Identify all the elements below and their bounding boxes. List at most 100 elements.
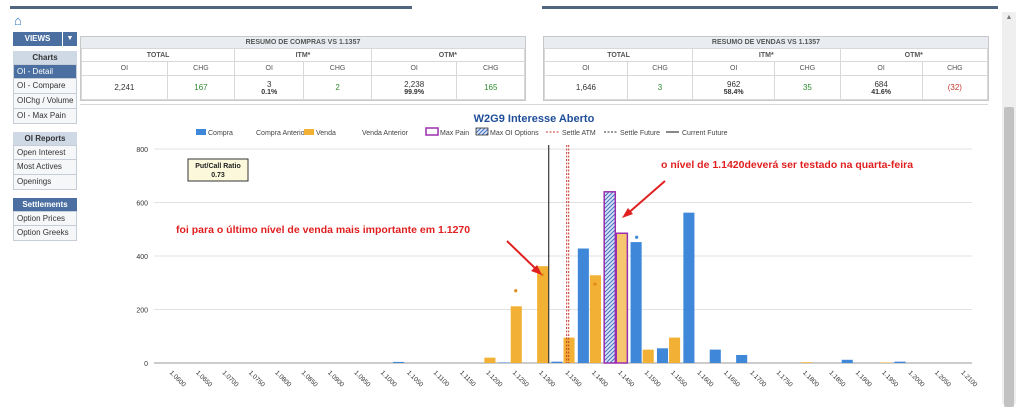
column-header: CHG xyxy=(626,61,694,76)
sidebar-item[interactable]: Option Greeks xyxy=(13,226,77,241)
sidebar-item[interactable]: OIChg / Volume xyxy=(13,94,77,109)
legend-swatch xyxy=(425,127,439,136)
column-header: OI xyxy=(370,61,458,76)
y-tick-label: 800 xyxy=(136,147,148,154)
summary-value: (32) xyxy=(921,75,989,100)
putcall-box xyxy=(187,158,249,182)
summary-value: 3 0.1% xyxy=(234,75,305,100)
x-tick-label: 1.1750 xyxy=(775,369,794,388)
annotation-arrow xyxy=(625,180,666,216)
x-tick-label: 1.1550 xyxy=(669,369,688,388)
chart-title: W2G9 Interesse Aberto xyxy=(474,113,595,125)
sidebar-item[interactable]: OI - Detail xyxy=(13,64,77,79)
home-icon[interactable]: ⌂ xyxy=(14,13,22,28)
venda-bar xyxy=(669,337,681,363)
group-header: ITM* xyxy=(234,48,372,62)
compra-anterior-point xyxy=(635,235,639,239)
x-tick-label: 1.2000 xyxy=(907,369,926,388)
legend-swatch xyxy=(475,127,489,136)
legend-label: Settle Future xyxy=(620,130,660,137)
sidebar-section-header: Charts xyxy=(13,51,77,64)
compra-bar xyxy=(656,348,669,363)
venda-bar xyxy=(615,232,629,364)
compra-bar xyxy=(894,361,906,363)
compra-bar xyxy=(841,359,853,363)
compra-bar xyxy=(551,361,563,363)
x-tick-label: 1.2050 xyxy=(933,369,952,388)
x-tick-label: 1.1900 xyxy=(854,369,873,388)
summary-value: 3 xyxy=(626,75,694,100)
compra-bar xyxy=(393,361,405,363)
x-tick-label: 1.1850 xyxy=(827,369,846,388)
compra-bar xyxy=(683,212,695,363)
column-header: CHG xyxy=(921,61,989,76)
column-header: CHG xyxy=(303,61,372,76)
sidebar-item[interactable]: Option Prices xyxy=(13,211,77,226)
compra-bar xyxy=(577,248,589,363)
group-header: OTM* xyxy=(370,48,526,62)
venda-bar xyxy=(563,337,575,363)
legend-label: Max OI Options xyxy=(490,130,539,137)
sidebar-item[interactable]: Most Actives xyxy=(13,160,77,175)
sidebar-item[interactable]: Open Interest xyxy=(13,145,77,160)
y-tick-label: 400 xyxy=(136,254,148,261)
x-tick-label: 1.1250 xyxy=(511,369,530,388)
chevron-down-icon[interactable]: ▼ xyxy=(63,32,77,46)
summary-value: 2,241 xyxy=(81,75,168,100)
views-button[interactable]: VIEWS xyxy=(13,32,62,46)
sidebar-item[interactable]: Openings xyxy=(13,175,77,190)
vendas-summary: RESUMO DE VENDAS VS 1.1357 TOTAL ITM* OTM*… xyxy=(543,36,989,101)
column-header: OI xyxy=(544,61,628,76)
x-tick-label: 1.0900 xyxy=(326,369,345,388)
x-tick-label: 1.1150 xyxy=(458,369,477,388)
top-bar xyxy=(10,0,998,12)
views-control: VIEWS ▼ xyxy=(13,32,77,46)
summary-value: 167 xyxy=(166,75,236,100)
summary-value: 962 58.4% xyxy=(692,75,776,100)
summary-value: 684 41.6% xyxy=(839,75,923,100)
scrollbar-thumb[interactable] xyxy=(1004,107,1014,407)
group-header: TOTAL xyxy=(80,48,236,62)
x-tick-label: 1.1350 xyxy=(564,369,583,388)
y-tick-label: 200 xyxy=(136,308,148,315)
x-tick-label: 1.0800 xyxy=(273,369,292,388)
annotation-text: o nível de 1.1420deverá ser testado na q… xyxy=(661,159,913,171)
x-tick-label: 1.1050 xyxy=(405,369,424,388)
x-tick-label: 1.1000 xyxy=(379,369,398,388)
column-header: OI xyxy=(839,61,923,76)
annotation-text: foi para o último nível de venda mais im… xyxy=(176,224,470,236)
venda-anterior-point xyxy=(593,282,597,286)
compra-bar xyxy=(736,354,748,363)
x-tick-label: 1.1950 xyxy=(880,369,899,388)
column-header: OI xyxy=(692,61,776,76)
legend-label: Current Future xyxy=(682,130,728,137)
oi-chart: W2G9 Interesse Aberto Compra Compra Anteri… xyxy=(136,113,978,389)
legend-label: Compra Anterior xyxy=(256,130,308,137)
x-tick-label: 1.2100 xyxy=(959,369,978,388)
y-tick-label: 0 xyxy=(144,361,148,368)
summary-value: 2,238 99.9% xyxy=(370,75,458,100)
venda-bar xyxy=(642,349,654,363)
sidebar-item[interactable]: OI - Max Pain xyxy=(13,109,77,124)
venda-bar xyxy=(484,357,496,363)
scroll-up-icon[interactable]: ▲ xyxy=(1005,14,1013,21)
x-tick-label: 1.0850 xyxy=(300,369,319,388)
x-tick-label: 1.0700 xyxy=(221,369,240,388)
summary-value: 165 xyxy=(456,75,525,100)
legend-label: Venda Anterior xyxy=(362,130,409,137)
vertical-scrollbar[interactable]: ▲ xyxy=(1002,12,1016,407)
venda-anterior-point xyxy=(514,289,518,293)
compra-bar xyxy=(603,191,617,364)
x-tick-label: 1.1300 xyxy=(537,369,556,388)
sidebar-item[interactable]: OI - Compare xyxy=(13,79,77,94)
group-header: OTM* xyxy=(839,48,989,62)
venda-bar xyxy=(800,362,813,363)
vendas-title: RESUMO DE VENDAS VS 1.1357 xyxy=(544,37,988,48)
legend-label: Max Pain xyxy=(440,130,469,137)
legend-label: Venda xyxy=(316,130,336,137)
venda-bar xyxy=(880,362,892,363)
venda-bar xyxy=(537,266,549,363)
group-header: ITM* xyxy=(692,48,841,62)
annotation-arrowhead xyxy=(622,208,633,218)
legend-label: Compra xyxy=(208,130,233,137)
